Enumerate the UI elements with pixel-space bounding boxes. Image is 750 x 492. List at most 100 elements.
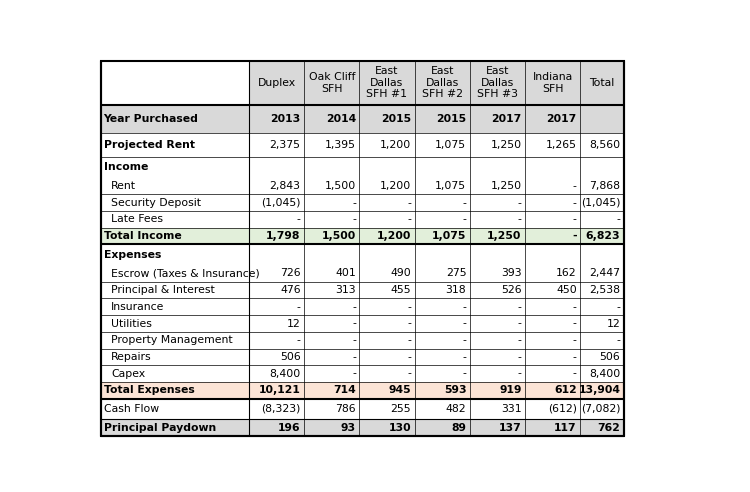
Text: Repairs: Repairs [111,352,152,362]
FancyBboxPatch shape [415,133,470,157]
FancyBboxPatch shape [580,157,624,178]
Text: 137: 137 [499,423,521,432]
FancyBboxPatch shape [249,382,304,399]
Text: 2,375: 2,375 [270,140,301,150]
Text: 919: 919 [499,385,521,395]
Text: 275: 275 [446,269,466,278]
FancyBboxPatch shape [415,228,470,245]
FancyBboxPatch shape [100,332,249,348]
Text: Principal & Interest: Principal & Interest [111,285,215,295]
FancyBboxPatch shape [304,332,359,348]
Text: 506: 506 [599,352,620,362]
FancyBboxPatch shape [470,382,525,399]
Text: 2015: 2015 [381,114,411,124]
FancyBboxPatch shape [470,104,525,133]
Text: 401: 401 [335,269,356,278]
FancyBboxPatch shape [249,315,304,332]
FancyBboxPatch shape [359,245,415,265]
FancyBboxPatch shape [580,194,624,211]
FancyBboxPatch shape [359,178,415,194]
FancyBboxPatch shape [359,348,415,365]
Text: -: - [407,318,411,329]
FancyBboxPatch shape [304,365,359,382]
FancyBboxPatch shape [470,365,525,382]
FancyBboxPatch shape [359,299,415,315]
Text: 89: 89 [452,423,466,432]
FancyBboxPatch shape [580,282,624,299]
Text: 6,823: 6,823 [586,231,620,241]
Text: 2,538: 2,538 [590,285,620,295]
Text: -: - [297,335,301,345]
FancyBboxPatch shape [249,419,304,436]
Text: Total Income: Total Income [104,231,182,241]
FancyBboxPatch shape [249,299,304,315]
FancyBboxPatch shape [415,419,470,436]
FancyBboxPatch shape [249,282,304,299]
FancyBboxPatch shape [304,228,359,245]
FancyBboxPatch shape [525,265,580,282]
Text: -: - [518,318,521,329]
FancyBboxPatch shape [470,194,525,211]
FancyBboxPatch shape [359,382,415,399]
Text: Utilities: Utilities [111,318,152,329]
Text: 2,843: 2,843 [270,181,301,191]
FancyBboxPatch shape [359,265,415,282]
Text: East
Dallas
SFH #1: East Dallas SFH #1 [367,66,407,99]
Text: -: - [407,215,411,224]
Text: 196: 196 [278,423,301,432]
Text: 393: 393 [501,269,521,278]
FancyBboxPatch shape [359,61,415,104]
FancyBboxPatch shape [415,104,470,133]
FancyBboxPatch shape [304,348,359,365]
Text: -: - [573,215,577,224]
Text: 130: 130 [388,423,411,432]
FancyBboxPatch shape [415,315,470,332]
FancyBboxPatch shape [249,104,304,133]
Text: -: - [463,369,466,378]
Text: -: - [573,318,577,329]
Text: -: - [463,215,466,224]
FancyBboxPatch shape [304,299,359,315]
Text: -: - [463,198,466,208]
Text: 612: 612 [554,385,577,395]
FancyBboxPatch shape [525,61,580,104]
FancyBboxPatch shape [100,104,249,133]
FancyBboxPatch shape [249,348,304,365]
FancyBboxPatch shape [100,133,249,157]
FancyBboxPatch shape [470,265,525,282]
Text: -: - [352,215,356,224]
Text: (1,045): (1,045) [580,198,620,208]
Text: -: - [463,318,466,329]
Text: 255: 255 [391,404,411,414]
Text: -: - [518,198,521,208]
FancyBboxPatch shape [100,178,249,194]
Text: 8,400: 8,400 [269,369,301,378]
Text: East
Dallas
SFH #3: East Dallas SFH #3 [477,66,518,99]
Text: -: - [297,215,301,224]
FancyBboxPatch shape [415,282,470,299]
Text: -: - [573,335,577,345]
FancyBboxPatch shape [415,382,470,399]
Text: -: - [297,302,301,312]
FancyBboxPatch shape [580,399,624,419]
FancyBboxPatch shape [580,348,624,365]
Text: 1,265: 1,265 [546,140,577,150]
Text: 8,560: 8,560 [590,140,620,150]
FancyBboxPatch shape [470,228,525,245]
FancyBboxPatch shape [525,382,580,399]
FancyBboxPatch shape [304,211,359,228]
Text: 714: 714 [333,385,356,395]
Text: -: - [407,302,411,312]
Text: Security Deposit: Security Deposit [111,198,201,208]
Text: 506: 506 [280,352,301,362]
Text: (612): (612) [548,404,577,414]
FancyBboxPatch shape [470,399,525,419]
FancyBboxPatch shape [415,265,470,282]
Text: 1,395: 1,395 [325,140,356,150]
Text: (8,323): (8,323) [261,404,301,414]
FancyBboxPatch shape [304,245,359,265]
FancyBboxPatch shape [249,245,304,265]
Text: 7,868: 7,868 [590,181,620,191]
FancyBboxPatch shape [359,419,415,436]
Text: 945: 945 [388,385,411,395]
